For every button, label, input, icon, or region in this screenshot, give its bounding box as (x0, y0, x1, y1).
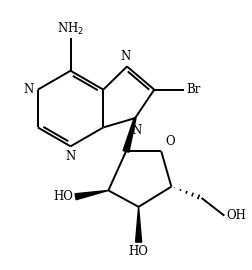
Text: Br: Br (186, 83, 201, 96)
Text: O: O (165, 135, 175, 148)
Polygon shape (123, 118, 136, 152)
Text: OH: OH (227, 209, 247, 222)
Polygon shape (136, 207, 142, 242)
Text: N: N (24, 83, 34, 96)
Text: HO: HO (53, 190, 73, 203)
Text: N: N (121, 50, 131, 63)
Text: NH$_2$: NH$_2$ (57, 21, 84, 37)
Text: N: N (66, 150, 76, 163)
Polygon shape (75, 190, 108, 200)
Text: HO: HO (129, 245, 148, 258)
Text: N: N (131, 124, 141, 137)
